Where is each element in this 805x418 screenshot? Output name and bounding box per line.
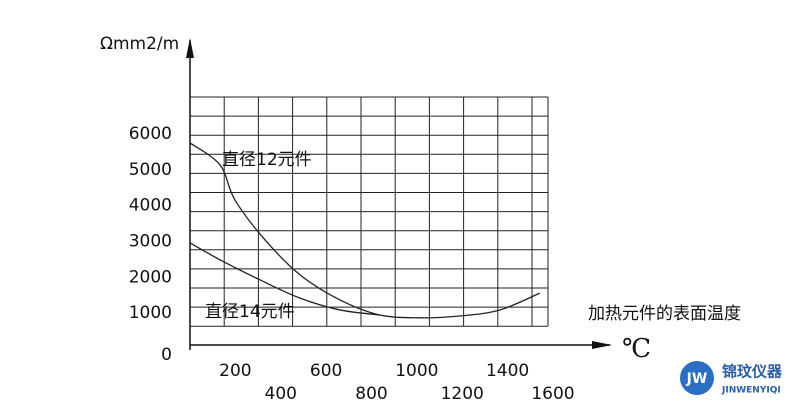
logo-pinyin: JINWENYIQI xyxy=(721,386,781,396)
x-tick-label: 200 xyxy=(219,361,251,381)
x-axis-label: 加热元件的表面温度 xyxy=(588,304,741,324)
y-tick-label: 1000 xyxy=(129,303,172,323)
y-tick-label: 3000 xyxy=(129,232,172,252)
y-tick-label: 6000 xyxy=(129,124,172,144)
x-tick-label: 1000 xyxy=(395,361,438,381)
series-line xyxy=(189,242,380,316)
x-axis-unit: ℃ xyxy=(622,334,651,364)
logo-name: 锦玟仪器 xyxy=(722,363,783,381)
x-axis-arrow xyxy=(592,341,612,349)
y-tick-label: 5000 xyxy=(129,160,172,180)
x-tick-label: 1200 xyxy=(441,384,484,404)
x-tick-label: 1600 xyxy=(531,384,574,404)
x-tick-label: 800 xyxy=(355,384,387,404)
logo-icon xyxy=(680,361,714,395)
y-tick-label: 2000 xyxy=(129,267,172,287)
x-tick-label: 400 xyxy=(265,384,297,404)
series-label: 直径14元件 xyxy=(205,302,295,322)
logo: JW 锦玟仪器 JINWENYIQI xyxy=(680,361,783,396)
series-line xyxy=(189,142,541,319)
y-tick-label: 4000 xyxy=(129,196,172,216)
logo-mark: JW xyxy=(686,371,708,387)
y-axis-arrow xyxy=(186,38,194,58)
x-tick-label: 600 xyxy=(310,361,342,381)
y-axis-label: Ωmm2/m xyxy=(100,34,179,54)
decorative-grid xyxy=(189,96,549,327)
series-label: 直径12元件 xyxy=(222,150,312,170)
y-tick-label: 0 xyxy=(161,345,172,365)
x-tick-label: 1400 xyxy=(486,361,529,381)
